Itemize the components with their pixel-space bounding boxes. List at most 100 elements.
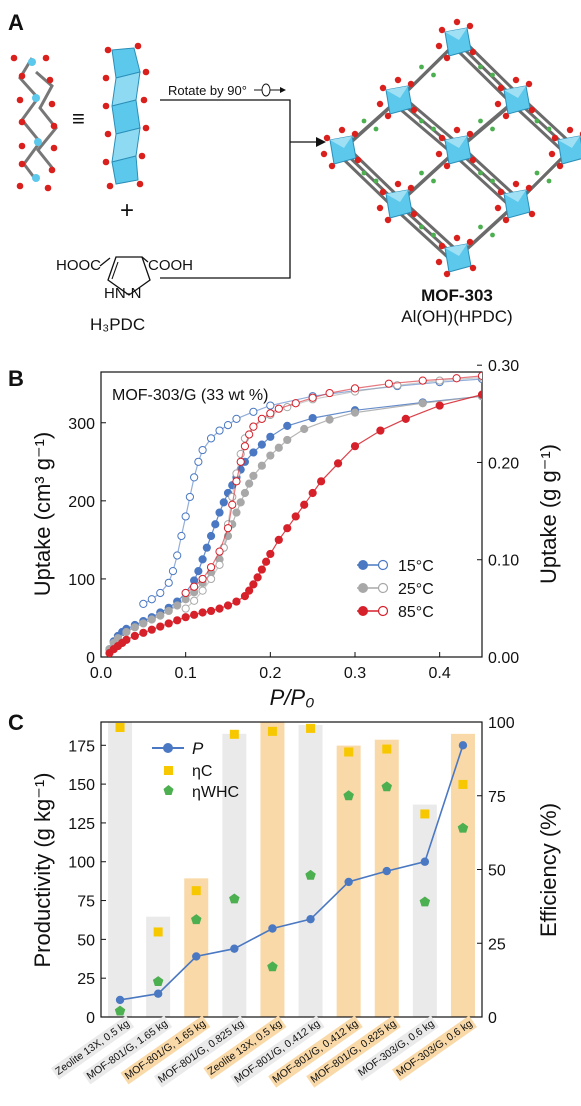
panel-b: B MOF-303/G (33 wt %) 0.0 0.1 0.2 0.3 0.4 0 10…: [8, 358, 561, 710]
mof-linker: [510, 102, 568, 156]
h3pdc-label: H₃PDC: [90, 315, 145, 334]
isotherm-point-red-adsorption: [266, 549, 275, 559]
productivity-point: [192, 952, 201, 961]
eta-c-point: [458, 779, 468, 789]
isotherm-point-blue-desorption: [173, 551, 182, 560]
c-category-background: [306, 1015, 401, 1088]
mof-oxygen: [320, 150, 328, 158]
mof-oxygen: [435, 258, 443, 266]
eta-whc-point: [191, 914, 202, 925]
panel-b-ticks: 0.0 0.1 0.2 0.3 0.4 0 100 200 300 0.00 0.10 0.20 0.3…: [68, 358, 519, 682]
isotherm-point-gray-adsorption: [249, 471, 258, 480]
mof-linker: [393, 102, 454, 156]
mof-nitrogen: [431, 178, 436, 184]
isotherm-point-red-desorption: [228, 500, 237, 509]
eta-whc-point: [419, 896, 431, 907]
mof-linker: [451, 152, 514, 210]
isotherm-point-red-desorption: [249, 422, 258, 431]
mof-oxygen: [528, 106, 536, 114]
isotherm-point-gray-adsorption: [257, 461, 266, 470]
mof-oxygen: [469, 264, 477, 272]
mof-nitrogen: [419, 64, 424, 70]
mof-oxygen: [438, 242, 446, 250]
panel-c-ylabel-right: Efficiency (%): [536, 803, 561, 937]
isotherm-point-blue-adsorption: [194, 567, 203, 576]
mof-oxygen: [443, 54, 451, 62]
isotherm-point-blue-adsorption: [249, 448, 258, 457]
eta-c-point: [115, 723, 125, 732]
mof-oxygen: [407, 184, 415, 192]
mof-oxygen: [338, 126, 346, 134]
isotherm-point-red-adsorption: [376, 426, 385, 435]
b-ytick-label: 0: [86, 650, 95, 667]
isotherm-point-blue-desorption: [206, 434, 216, 443]
c-ytick-label: 75: [77, 894, 95, 911]
b-ytick-label: 100: [68, 572, 95, 589]
isotherm-point-blue-adsorption: [198, 555, 207, 564]
isotherm-point-blue-adsorption: [266, 432, 275, 441]
hooc-label: HOOC: [56, 257, 101, 274]
panel-c-ticks: 0 25 50 75 100 125 150 175 0 25 50 75 100: [68, 715, 515, 1027]
mof-nitrogen: [373, 126, 379, 132]
mof-oxygen: [525, 80, 533, 88]
mof-al-polyhedron-face: [445, 244, 467, 256]
panel-b-label: B: [8, 366, 24, 391]
mof-al-polyhedron-face: [558, 136, 580, 148]
mof-linker: [392, 206, 455, 264]
mof-nitrogen: [546, 178, 552, 184]
mof-oxygen: [410, 106, 418, 114]
mof-oxygen: [354, 156, 362, 164]
c-category-background: [229, 1015, 325, 1088]
c-bar: [222, 733, 247, 1017]
mof-nitrogen: [361, 170, 367, 176]
mof-oxygen: [407, 80, 415, 88]
c-ytick-label: 50: [77, 932, 95, 949]
isotherm-point-blue-adsorption: [206, 531, 216, 541]
mof-nitrogen: [478, 170, 483, 176]
c-ytick-label: 0: [86, 1010, 95, 1027]
productivity-point: [115, 995, 125, 1005]
productivity-point: [230, 944, 239, 953]
b-ytick-right-label: 0.30: [488, 358, 519, 375]
mof-oxygen: [469, 48, 477, 56]
mof-al-polyhedron-face: [386, 190, 408, 202]
panel-b-series: [105, 372, 482, 657]
productivity-point: [306, 914, 315, 924]
isotherm-point-blue-desorption: [168, 567, 178, 576]
productivity-point: [153, 989, 163, 998]
c-bar: [450, 733, 475, 1017]
eta-whc-point: [229, 893, 240, 904]
mof-oxygen: [466, 22, 474, 30]
isotherm-point-gray-adsorption: [236, 498, 245, 507]
c-bar: [260, 722, 285, 1017]
isotherm-point-red-adsorption: [139, 628, 148, 637]
isotherm-point-red-desorption: [477, 372, 482, 381]
panel-a-label: A: [8, 10, 24, 35]
isotherm-point-gray-desorption: [215, 560, 224, 569]
eta-whc-point: [457, 822, 469, 833]
isotherm-point-gray-adsorption: [274, 443, 283, 452]
mof-formula: Al(OH)(HPDC): [401, 307, 512, 326]
c-bar: [374, 739, 399, 1017]
isotherm-point-red-desorption: [350, 384, 360, 393]
isotherm-point-blue-desorption: [266, 401, 275, 410]
mof-framework: [320, 18, 581, 278]
isotherm-point-blue-desorption: [223, 420, 233, 430]
mof-oxygen: [394, 76, 402, 84]
mof-oxygen: [438, 26, 446, 34]
isotherm-point-gray-adsorption: [122, 627, 131, 637]
eta-c-point: [153, 927, 163, 937]
isotherm-point-red-adsorption: [215, 604, 224, 613]
isotherm-point-blue-desorption: [156, 588, 165, 598]
mof-linker: [336, 152, 396, 210]
isotherm-point-red-desorption: [181, 588, 190, 598]
isotherm-point-red-desorption: [190, 582, 199, 591]
b-legend-marker-open: [377, 605, 389, 617]
c-ytick-label: 125: [68, 816, 95, 833]
b-legend-marker-filled: [358, 560, 368, 570]
mof-oxygen: [512, 180, 520, 188]
c-ytick-right-label: 25: [488, 936, 506, 953]
isotherm-point-gray-adsorption: [156, 611, 165, 620]
isotherm-point-red-adsorption: [262, 557, 271, 566]
